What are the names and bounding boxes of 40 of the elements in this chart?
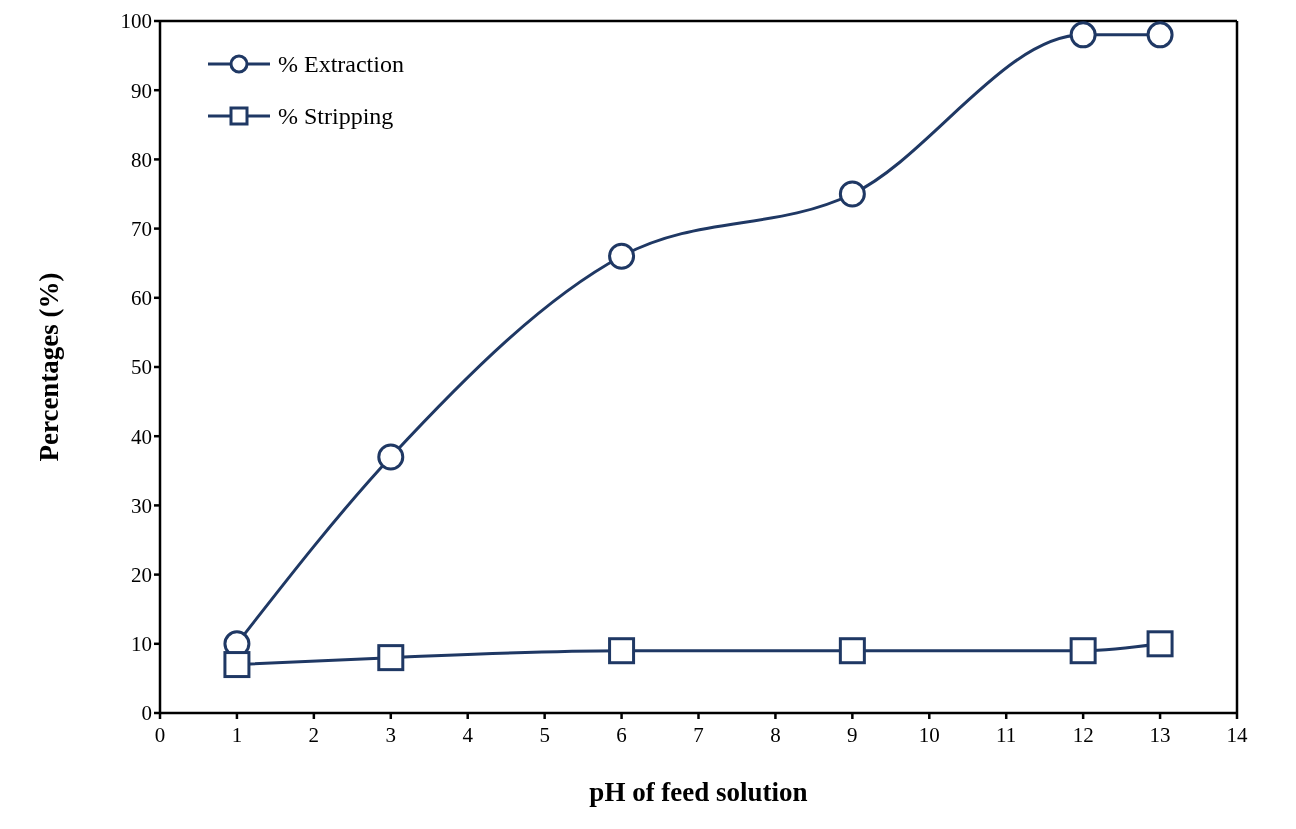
point <box>1069 637 1097 665</box>
point <box>377 644 405 672</box>
y-axis-title: Percentages (%) <box>33 272 64 462</box>
y-tick-label: 80 <box>131 147 152 172</box>
y-tick-label: 10 <box>131 632 152 657</box>
x-tick-label: 14 <box>1226 722 1248 747</box>
x-tick-label: 9 <box>847 722 858 747</box>
point <box>377 443 405 471</box>
x-tick-label: 10 <box>918 722 940 747</box>
x-tick-label: 3 <box>385 722 397 747</box>
x-tick-label: 12 <box>1072 722 1094 747</box>
y-tick-label: 20 <box>131 563 152 588</box>
point <box>223 651 251 679</box>
x-tick-label: 4 <box>462 722 474 747</box>
y-tick-label: 50 <box>131 355 152 380</box>
x-tick-label: 1 <box>231 722 243 747</box>
y-tick-label: 90 <box>131 78 152 103</box>
x-tick-label: 8 <box>770 722 781 747</box>
point <box>838 180 866 208</box>
point <box>838 637 866 665</box>
y-tick-label: 0 <box>141 701 152 726</box>
x-axis-title: pH of feed solution <box>589 777 808 807</box>
point <box>1069 21 1097 49</box>
legend-label: % Extraction <box>278 50 404 78</box>
x-tick-label: 6 <box>616 722 627 747</box>
x-tick-label: 11 <box>996 722 1017 747</box>
point <box>1146 630 1174 658</box>
y-tick-label: 60 <box>131 286 152 311</box>
x-tick-label: 13 <box>1149 722 1171 747</box>
x-tick-label: 5 <box>539 722 550 747</box>
point <box>1146 21 1174 49</box>
point <box>608 242 636 270</box>
x-tick-label: 7 <box>693 722 704 747</box>
point <box>608 637 636 665</box>
y-tick-label: 100 <box>120 9 152 34</box>
y-tick-label: 30 <box>131 493 152 518</box>
legend-label: % Stripping <box>278 102 394 130</box>
y-tick-label: 70 <box>131 217 152 242</box>
y-tick-label: 40 <box>131 424 152 449</box>
x-tick-label: 2 <box>308 722 320 747</box>
